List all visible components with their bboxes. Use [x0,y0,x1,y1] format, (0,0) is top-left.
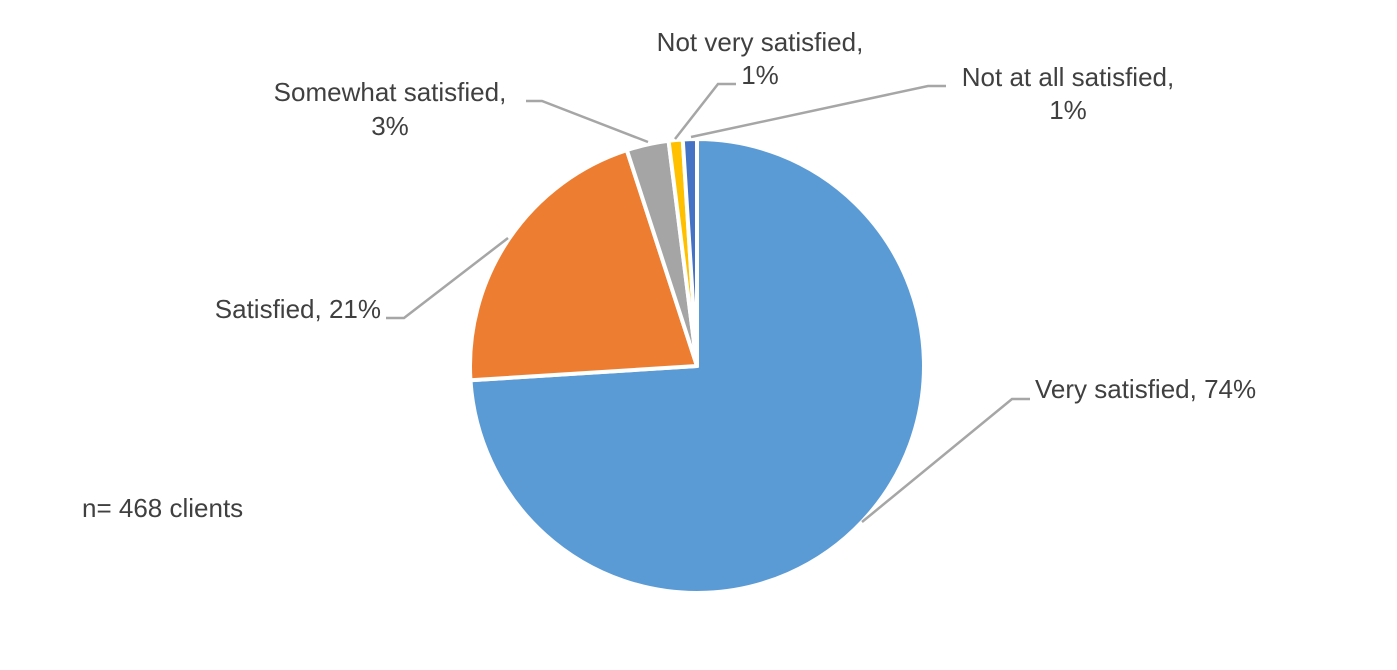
data-label-very-satisfied: Very satisfied, 74% [1035,374,1256,404]
data-label-line: Satisfied, 21% [215,294,381,324]
leader-line-not-very-satisfied [674,82,736,140]
data-labels: Very satisfied, 74% Satisfied, 21% Somewha… [215,27,1256,404]
data-label-line: 3% [371,111,409,141]
leader-line-not-at-all-satisfied [690,84,946,139]
data-label-not-very-satisfied: Not very satisfied, 1% [657,27,864,90]
data-label-line: 1% [1049,95,1087,125]
data-label-somewhat-satisfied: Somewhat satisfied, 3% [274,77,507,141]
data-label-line: Not at all satisfied, [962,62,1174,92]
leader-line-somewhat-satisfied [526,99,649,144]
data-label-line: Very satisfied, 74% [1035,374,1256,404]
data-label-satisfied: Satisfied, 21% [215,294,381,324]
pie-slices [468,137,926,595]
leader-line-very-satisfied [861,397,1030,523]
pie-slice-not-at-all-satisfied [680,137,699,368]
sample-size-annotation: n= 468 clients [82,493,243,523]
data-label-line: 1% [741,60,779,90]
leader-line-satisfied [386,237,509,320]
pie-slice-satisfied [468,148,699,383]
data-label-line: Not very satisfied, [657,27,864,57]
data-label-line: Somewhat satisfied, [274,77,507,107]
leader-lines [386,82,1030,523]
data-label-not-at-all-satisfied: Not at all satisfied, 1% [962,62,1174,125]
